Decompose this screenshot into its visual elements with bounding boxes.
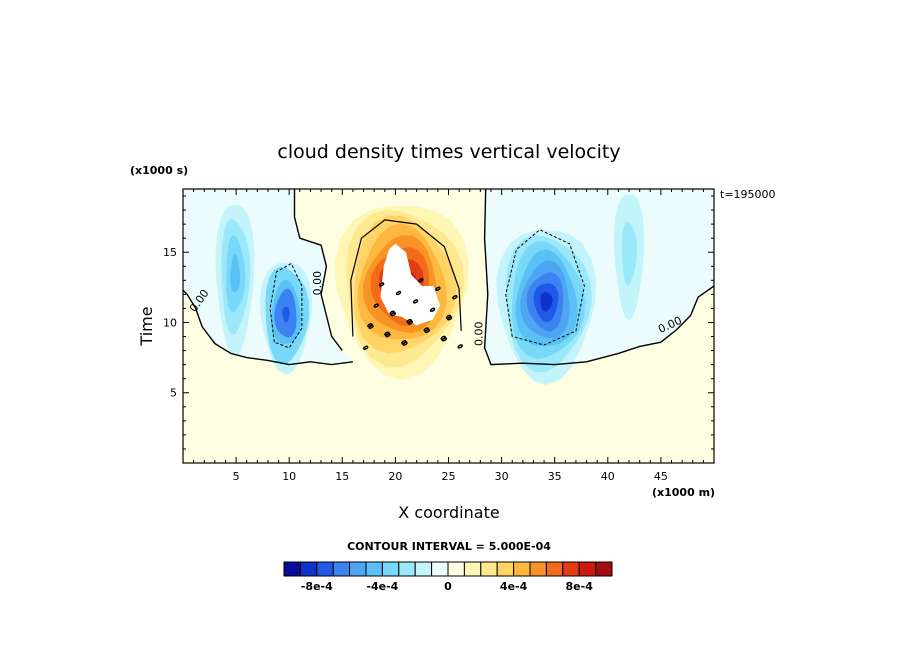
colorbar-tick-label: -4e-4 (366, 580, 398, 593)
colorbar-swatch (299, 561, 318, 577)
contour-downdraft-left (269, 262, 303, 349)
colorbar-swatch (529, 561, 547, 577)
x-axis-unit: (x1000 m) (652, 486, 715, 499)
colorbar-tick-label: -8e-4 (301, 580, 333, 593)
colorbar-swatch (513, 561, 531, 577)
core-contour-mark (418, 278, 424, 283)
core-contour-mark (401, 340, 407, 345)
contour-interval-label: CONTOUR INTERVAL = 5.000E-04 (347, 540, 551, 553)
core-contour-mark (406, 318, 412, 324)
colorbar-tick-label: 0 (444, 580, 452, 593)
core-contour-mark (389, 310, 395, 315)
core-contour-mark (378, 282, 385, 287)
core-contour-mark (435, 286, 441, 291)
core-contour-mark (373, 303, 379, 308)
colorbar-swatch (316, 561, 334, 577)
shaded-fields (183, 189, 714, 385)
zero-contour-upper-left (293, 189, 343, 352)
zero-contour-left (183, 289, 353, 366)
colorbar (283, 561, 613, 577)
downdraft-far-left-level-4 (230, 254, 240, 293)
x-tick-label: 40 (601, 470, 615, 483)
y-tick-labels: 5 10 15 (163, 246, 177, 400)
colorbar-swatch (365, 561, 383, 577)
core-contour-mark (440, 335, 446, 341)
colorbar-swatch (414, 561, 433, 577)
x-tick-label: 10 (282, 470, 296, 483)
axis-ticks (183, 189, 714, 463)
colorbar-swatch (283, 561, 301, 577)
core-contour-mark (445, 314, 452, 320)
colorbar-swatch (545, 561, 564, 577)
colorbar-swatch (578, 561, 597, 577)
colorbar-swatch (562, 561, 580, 577)
y-tick-label: 15 (163, 246, 177, 259)
x-tick-label: 5 (233, 470, 240, 483)
colorbar-swatch (595, 561, 613, 577)
colorbar-swatch (480, 561, 498, 577)
core-contour-mark (423, 327, 429, 332)
downdraft-far-right-level-2 (622, 221, 637, 286)
core-contour-mark (452, 295, 458, 300)
time-label: t=195000 (720, 188, 776, 201)
contour-updraft-1 (350, 219, 462, 337)
downdraft-left-level-7 (282, 306, 290, 323)
x-axis-label: X coordinate (398, 503, 499, 522)
colorbar-swatch (332, 561, 351, 577)
colorbar-swatch (381, 561, 400, 577)
colorbar-swatch (398, 561, 416, 577)
colorbar-labels: -8e-4 -4e-4 0 4e-4 8e-4 (301, 580, 593, 593)
colorbar-tick-label: 8e-4 (566, 580, 594, 593)
core-contour-mark (363, 345, 369, 350)
colorbar-swatch (496, 561, 515, 577)
chart-title: cloud density times vertical velocity (277, 141, 620, 163)
plot-area: 0.000.000.00 0.00 (183, 189, 714, 463)
contour-label: 0.00 (311, 271, 324, 296)
contour-downdraft-right (505, 229, 585, 346)
updraft-core (380, 243, 440, 326)
core-contour-mark (412, 299, 419, 304)
colorbar-swatch (463, 561, 482, 577)
core-contour-mark (429, 307, 436, 312)
colorbar-tick-label: 4e-4 (500, 580, 528, 593)
x-tick-label: 25 (442, 470, 456, 483)
contour-label: 0.00 (473, 321, 486, 346)
core-contour-mark (384, 331, 390, 336)
core-contour-mark (395, 290, 402, 296)
colorbar-swatch (349, 561, 367, 577)
y-axis-unit: (x1000 s) (130, 164, 188, 177)
x-tick-label: 30 (495, 470, 509, 483)
x-tick-label: 35 (548, 470, 562, 483)
core-contour-mark (367, 323, 373, 328)
x-tick-label: 15 (335, 470, 349, 483)
x-tick-label: 45 (654, 470, 668, 483)
colorbar-swatch (431, 561, 449, 577)
y-tick-label: 10 (163, 316, 177, 329)
colorbar-swatch (447, 561, 465, 577)
zero-contour-right (483, 189, 714, 366)
core-contour-mark (457, 344, 463, 349)
y-tick-label: 5 (170, 387, 177, 400)
x-tick-labels: 5 10 15 20 25 30 35 40 45 (233, 470, 668, 483)
downdraft-right-level-8 (540, 292, 553, 312)
x-tick-label: 20 (388, 470, 402, 483)
y-axis-label: Time (137, 306, 156, 346)
